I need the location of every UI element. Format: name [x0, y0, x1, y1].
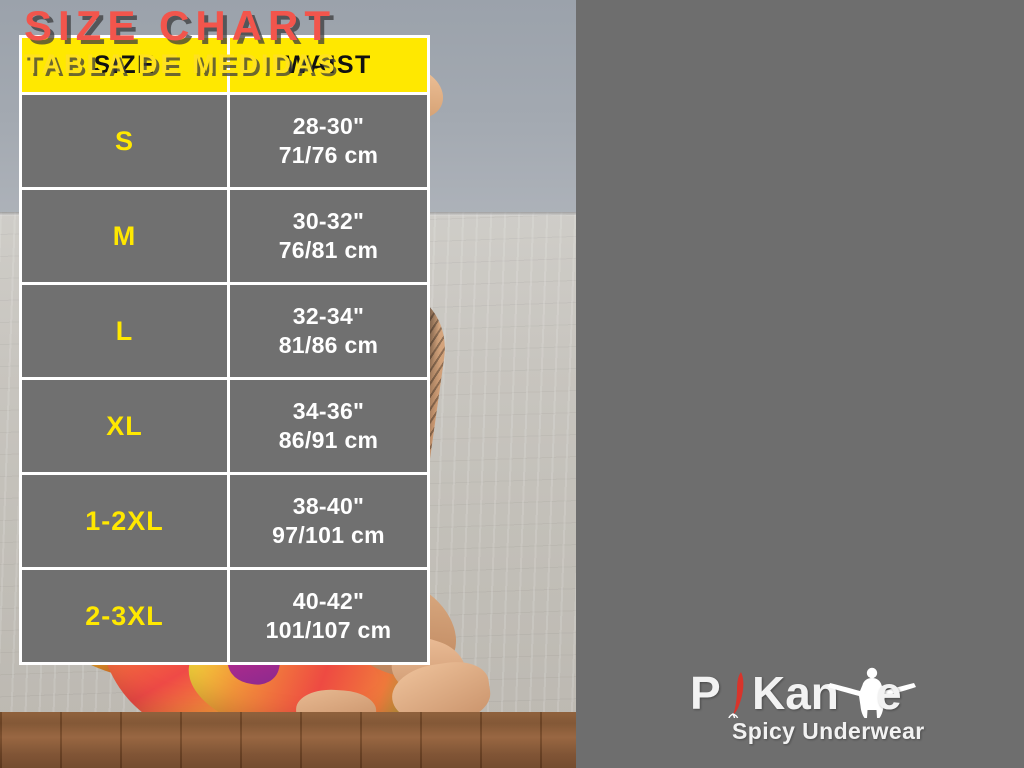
title-main: SIZE CHART [24, 2, 336, 49]
size-chart-table: SIZE WAIST S 28-30" 71/76 cm M 30-32" 76… [19, 35, 430, 665]
cell-size: S [19, 92, 230, 190]
logo-text-p: P [690, 667, 721, 719]
waist-inches: 40-42" [292, 587, 365, 614]
title-sub-spanish: TABLA DE MEDIDAS [24, 49, 338, 80]
waist-cm: 97/101 cm [272, 522, 385, 548]
table-row: L 32-34" 81/86 cm [19, 282, 430, 380]
waist-inches: 32-34" [292, 302, 365, 329]
waist-inches: 28-30" [292, 112, 365, 139]
cell-waist: 30-32" 76/81 cm [227, 187, 430, 285]
cell-size: 2-3XL [19, 567, 230, 665]
waist-cm: 86/91 cm [278, 427, 379, 453]
cell-waist: 40-42" 101/107 cm [227, 567, 430, 665]
page-title: SIZE CHART TABLA DE MEDIDAS [24, 2, 338, 80]
cell-size: 1-2XL [19, 472, 230, 570]
cell-waist: 38-40" 97/101 cm [227, 472, 430, 570]
brand-logo: P Kan e Spicy Underwear [690, 666, 930, 760]
column-header-waist: WAIST [227, 35, 430, 95]
table-row: 2-3XL 40-42" 101/107 cm [19, 567, 430, 665]
cell-waist: 32-34" 81/86 cm [227, 282, 430, 380]
cell-waist: 34-36" 86/91 cm [227, 377, 430, 475]
chili-pepper-icon [728, 670, 748, 719]
cell-size: M [19, 187, 230, 285]
right-panel [576, 0, 1024, 768]
logo-text-e: e [876, 667, 902, 719]
waist-cm: 101/107 cm [265, 617, 392, 643]
cell-size: XL [19, 377, 230, 475]
waist-cm: 71/76 cm [278, 142, 379, 168]
logo-tagline: Spicy Underwear [732, 718, 925, 744]
column-header-size: SIZE [19, 35, 230, 95]
table-row: S 28-30" 71/76 cm [19, 92, 430, 190]
waist-inches: 34-36" [292, 397, 365, 424]
photo-wood-floor [0, 712, 576, 768]
table-row: 1-2XL 38-40" 97/101 cm [19, 472, 430, 570]
waist-inches: 30-32" [292, 207, 365, 234]
waist-cm: 81/86 cm [278, 332, 379, 358]
waist-cm: 76/81 cm [278, 237, 379, 263]
table-row: M 30-32" 76/81 cm [19, 187, 430, 285]
cell-size: L [19, 282, 230, 380]
waist-inches: 38-40" [292, 492, 365, 519]
table-header-row: SIZE WAIST [19, 35, 430, 95]
muscular-man-silhouette-icon [826, 666, 918, 724]
table-row: XL 34-36" 86/91 cm [19, 377, 430, 475]
logo-text-kan: Kan [752, 667, 839, 719]
cell-waist: 28-30" 71/76 cm [227, 92, 430, 190]
